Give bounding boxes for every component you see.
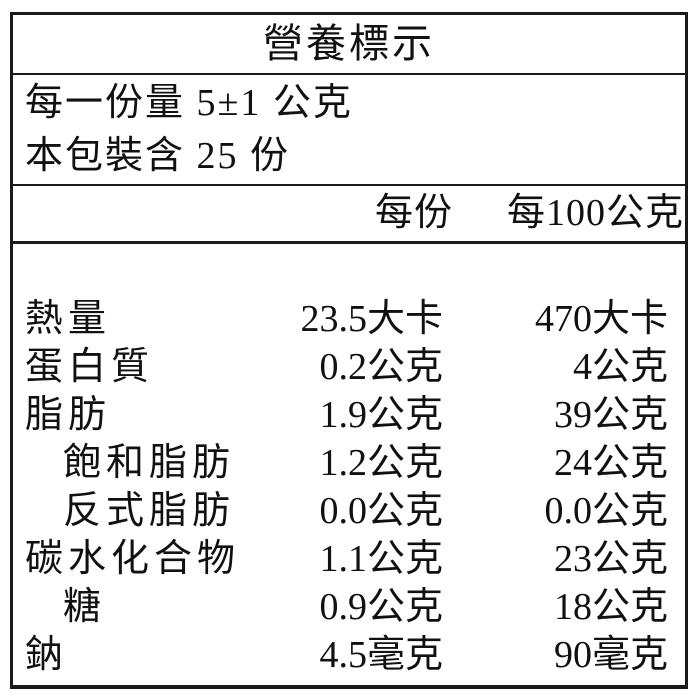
nutrition-label: 營養標示 每一份量 5±1 公克 本包裝含 25 份 每份 每100公克 熱量 …	[10, 12, 688, 689]
nutrient-row: 脂肪 1.9公克 39公克	[25, 391, 668, 439]
serving-size-line: 每一份量 5±1 公克	[25, 82, 353, 124]
nutrient-row: 蛋白質 0.2公克 4公克	[25, 343, 668, 391]
per-100g-value: 24公克	[553, 442, 668, 484]
nutrient-name: 蛋白質	[25, 346, 155, 388]
nutrient-name: 碳水化合物	[25, 538, 241, 580]
column-header-per-serving: 每份	[374, 192, 453, 234]
per-100g-value: 23公克	[553, 538, 668, 580]
per-serving-value: 0.0公克	[319, 490, 443, 532]
nutrient-name: 鈉	[25, 634, 69, 676]
nutrient-table: 熱量 23.5大卡 470大卡 蛋白質 0.2公克 4公克 脂肪 1.9公克 3…	[13, 244, 685, 679]
per-serving-value: 23.5大卡	[300, 298, 443, 340]
per-100g-value: 470大卡	[534, 298, 668, 340]
per-100g-value: 18公克	[553, 586, 668, 628]
per-serving-value: 0.9公克	[319, 586, 443, 628]
servings-per-package-line: 本包裝含 25 份	[25, 135, 291, 177]
per-100g-value: 39公克	[553, 394, 668, 436]
nutrient-name: 飽和脂肪	[63, 442, 236, 484]
nutrient-name: 熱量	[25, 298, 112, 340]
per-serving-value: 1.2公克	[319, 442, 443, 484]
nutrient-row: 糖 0.9公克 18公克	[25, 583, 668, 631]
per-100g-value: 4公克	[572, 346, 668, 388]
per-100g-value: 0.0公克	[544, 490, 668, 532]
nutrient-row: 鈉 4.5毫克 90毫克	[25, 631, 668, 679]
column-header-per-100g: 每100公克	[506, 192, 684, 234]
nutrient-row: 熱量 23.5大卡 470大卡	[25, 295, 668, 343]
nutrient-name: 脂肪	[25, 394, 112, 436]
per-100g-value: 90毫克	[553, 634, 668, 676]
per-serving-value: 1.9公克	[319, 394, 443, 436]
per-serving-value: 1.1公克	[319, 538, 443, 580]
nutrient-row: 飽和脂肪 1.2公克 24公克	[25, 439, 668, 487]
nutrient-name: 反式脂肪	[63, 490, 236, 532]
serving-info: 每一份量 5±1 公克 本包裝含 25 份	[13, 75, 685, 186]
nutrient-row: 碳水化合物 1.1公克 23公克	[25, 535, 668, 583]
nutrient-name: 糖	[63, 586, 107, 628]
column-headers: 每份 每100公克	[13, 186, 685, 244]
per-serving-value: 0.2公克	[319, 346, 443, 388]
nutrient-row: 反式脂肪 0.0公克 0.0公克	[25, 487, 668, 535]
per-serving-value: 4.5毫克	[319, 634, 443, 676]
label-title: 營養標示	[13, 15, 685, 75]
